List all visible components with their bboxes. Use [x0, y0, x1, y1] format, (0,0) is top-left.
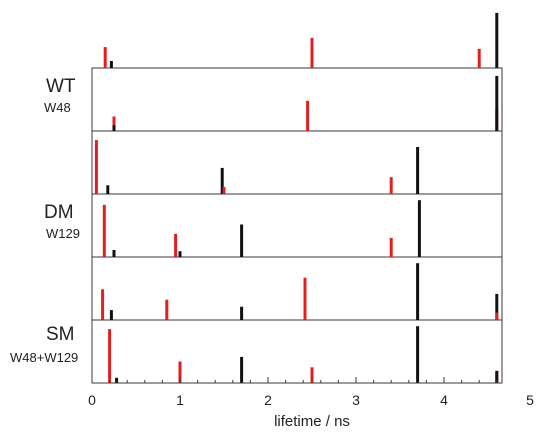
- panel-frame-dm-top: [91, 193, 503, 258]
- group-label-sm: SM: [46, 324, 75, 345]
- x-tick-label-5: 5: [526, 392, 534, 408]
- x-tick-label-0: 0: [88, 392, 96, 408]
- x-tick-label-2: 2: [264, 392, 272, 408]
- x-axis-title: lifetime / ns: [274, 413, 350, 430]
- group-sublabel-dm: W129: [46, 226, 80, 241]
- group-label-dm: DM: [44, 202, 74, 223]
- panel-frame-wt-top: [91, 67, 503, 132]
- group-sublabel-wt: W48: [44, 100, 71, 115]
- panel-frames: [91, 67, 503, 384]
- x-tick-label-3: 3: [352, 392, 360, 408]
- panel-frame-wt-bottom: [91, 130, 503, 195]
- group-sublabel-sm: W48+W129: [10, 350, 78, 365]
- x-axis: 0 1 2 3 4 5 lifetime / ns: [88, 377, 534, 430]
- lifetime-bars: [94, 12, 499, 383]
- panel-frame-dm-bottom: [91, 256, 503, 321]
- group-label-wt: WT: [46, 76, 76, 97]
- x-tick-label-4: 4: [440, 392, 448, 408]
- x-tick-label-1: 1: [176, 392, 184, 408]
- group-labels: WT W48 DM W129 SM W48+W129: [10, 76, 80, 365]
- x-axis-ticks: [91, 377, 498, 383]
- panel-frame-sm-top: [91, 319, 503, 384]
